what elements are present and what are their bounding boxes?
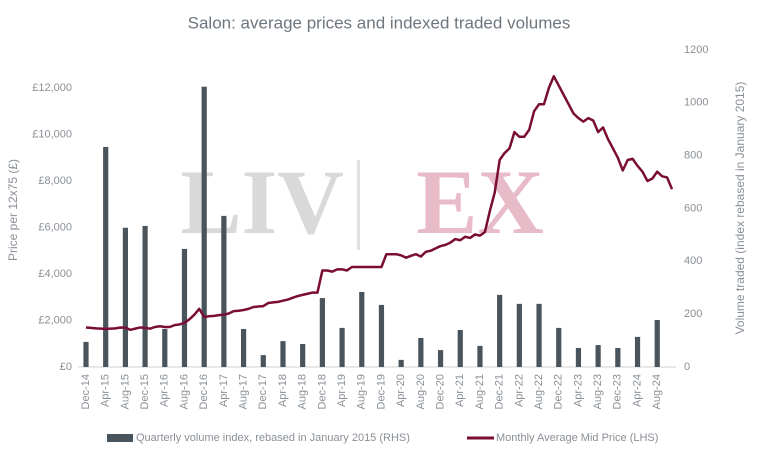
x-tick-label: Dec-20 — [434, 374, 446, 409]
y-tick-label: £12,000 — [32, 82, 72, 94]
bar — [398, 359, 404, 367]
bar — [201, 86, 207, 367]
bar — [280, 341, 286, 367]
legend-label: Monthly Average Mid Price (LHS) — [496, 432, 658, 444]
y2-tick-label: 1000 — [684, 97, 708, 109]
x-tick-label: Apr-19 — [336, 374, 348, 407]
bar — [536, 303, 542, 367]
bar — [260, 355, 266, 367]
bar — [359, 291, 365, 367]
bar — [181, 248, 188, 367]
legend-label: Quarterly volume index, rebased in Janua… — [136, 432, 410, 444]
x-tick-label: Aug-24 — [651, 374, 663, 409]
x-tick-label: Apr-17 — [218, 374, 230, 407]
y2-tick-label: 400 — [684, 255, 702, 267]
x-tick-label: Dec-22 — [553, 374, 565, 409]
bar — [654, 319, 660, 367]
x-tick-label: Dec-16 — [198, 374, 210, 409]
x-tick-label: Apr-18 — [277, 374, 289, 407]
x-tick-label: Aug-19 — [356, 374, 368, 409]
y-tick-label: £4,000 — [38, 268, 72, 280]
bar — [595, 345, 601, 367]
bar — [122, 227, 128, 367]
bar — [477, 345, 483, 367]
x-tick-label: Apr-16 — [159, 374, 171, 407]
x-tick-label: Apr-21 — [454, 374, 466, 407]
bar — [634, 336, 641, 367]
bar — [162, 328, 168, 367]
x-tick-label: Apr-20 — [395, 374, 407, 407]
legend-swatch — [107, 434, 133, 442]
x-tick-label: Dec-18 — [316, 374, 328, 409]
x-tick-label: Aug-22 — [533, 374, 545, 409]
bar — [497, 294, 503, 367]
bar — [103, 146, 109, 367]
x-tick-label: Apr-22 — [513, 374, 525, 407]
bar — [556, 327, 562, 367]
x-tick-label: Apr-24 — [631, 374, 643, 407]
bar — [418, 337, 424, 367]
bar — [615, 347, 621, 367]
x-tick-label: Dec-15 — [139, 374, 151, 409]
y-tick-label: £2,000 — [38, 314, 72, 326]
bar — [457, 330, 463, 367]
y-tick-label: £10,000 — [32, 128, 72, 140]
watermark-right: EX — [416, 151, 544, 253]
y-tick-label: £8,000 — [38, 175, 72, 187]
watermark-left: LIV — [180, 151, 344, 253]
bar — [339, 327, 345, 367]
x-tick-label: Dec-23 — [612, 374, 624, 409]
y-tick-label: £6,000 — [38, 221, 72, 233]
x-tick-label: Aug-23 — [592, 374, 604, 409]
price-line — [85, 75, 674, 332]
bar — [240, 328, 247, 367]
y2-tick-label: 0 — [684, 361, 690, 373]
bar — [378, 304, 385, 367]
x-tick-label: Apr-23 — [572, 374, 584, 407]
y2-tick-label: 800 — [684, 150, 702, 162]
y-axis-label: Price per 12x75 (£) — [6, 159, 20, 261]
bar — [319, 298, 325, 367]
y2-axis-label: Volume traded (index rebased in January … — [733, 82, 747, 335]
x-tick-label: Aug-17 — [237, 374, 249, 409]
y2-tick-label: 600 — [684, 202, 702, 214]
x-tick-label: Aug-18 — [297, 374, 309, 409]
bar — [300, 344, 306, 367]
bar — [142, 225, 148, 367]
y-tick-label: £0 — [60, 361, 72, 373]
x-tick-label: Dec-17 — [257, 374, 269, 409]
x-tick-label: Dec-14 — [80, 374, 92, 409]
x-tick-label: Dec-19 — [375, 374, 387, 409]
x-tick-label: Aug-15 — [119, 374, 131, 409]
y2-tick-label: 200 — [684, 308, 702, 320]
bar — [575, 347, 582, 367]
bar — [221, 215, 227, 367]
bar — [516, 303, 522, 367]
bar — [83, 341, 89, 367]
x-tick-label: Apr-15 — [100, 374, 112, 407]
y2-tick-label: 1200 — [684, 44, 708, 56]
x-tick-label: Dec-21 — [494, 374, 506, 409]
chart-title: Salon: average prices and indexed traded… — [188, 13, 571, 32]
watermark-bar — [357, 160, 360, 250]
x-tick-label: Aug-21 — [474, 374, 486, 409]
bar — [437, 350, 444, 367]
x-tick-label: Aug-16 — [178, 374, 190, 409]
x-tick-label: Aug-20 — [415, 374, 427, 409]
watermark: LIV EX — [180, 151, 544, 253]
